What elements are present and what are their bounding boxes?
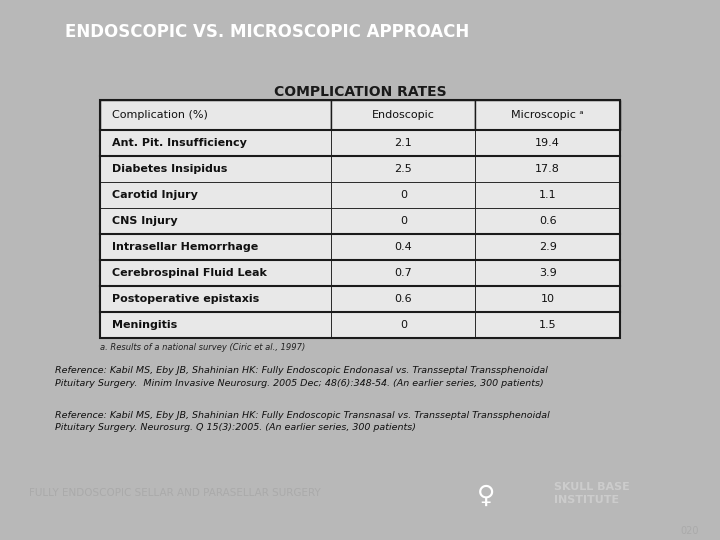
Text: CNS Injury: CNS Injury: [112, 216, 177, 226]
Bar: [331, 182, 475, 208]
Text: 1.1: 1.1: [539, 190, 557, 200]
Text: Cerebrospinal Fluid Leak: Cerebrospinal Fluid Leak: [112, 268, 266, 278]
Bar: [100, 182, 331, 208]
Bar: [100, 286, 331, 312]
Bar: [100, 130, 331, 156]
Text: 2.5: 2.5: [395, 164, 413, 174]
Text: Ant. Pit. Insufficiency: Ant. Pit. Insufficiency: [112, 138, 246, 148]
Text: 1.5: 1.5: [539, 320, 557, 330]
Text: Complication (%): Complication (%): [112, 110, 207, 120]
Bar: [100, 100, 620, 338]
Text: 020: 020: [680, 526, 698, 536]
Text: 0: 0: [400, 320, 407, 330]
Text: Reference: Kabil MS, Eby JB, Shahinian HK: Fully Endoscopic Endonasal vs. Transs: Reference: Kabil MS, Eby JB, Shahinian H…: [55, 366, 548, 388]
Text: 2.1: 2.1: [395, 138, 413, 148]
Bar: [475, 260, 620, 286]
Bar: [475, 100, 620, 130]
Bar: [475, 130, 620, 156]
Bar: [100, 208, 331, 234]
Text: Microscopic ᵃ: Microscopic ᵃ: [511, 110, 584, 120]
Text: Reference: Kabil MS, Eby JB, Shahinian HK: Fully Endoscopic Transnasal vs. Trans: Reference: Kabil MS, Eby JB, Shahinian H…: [55, 411, 550, 433]
Text: 0.6: 0.6: [539, 216, 557, 226]
Text: ♀: ♀: [477, 484, 495, 508]
Text: 19.4: 19.4: [535, 138, 560, 148]
Text: Intrasellar Hemorrhage: Intrasellar Hemorrhage: [112, 242, 258, 252]
Text: ENDOSCOPIC VS. MICROSCOPIC APPROACH: ENDOSCOPIC VS. MICROSCOPIC APPROACH: [65, 23, 469, 41]
Bar: [100, 260, 331, 286]
Bar: [331, 100, 475, 130]
Bar: [331, 234, 475, 260]
Text: a. Results of a national survey (Ciric et al., 1997): a. Results of a national survey (Ciric e…: [100, 343, 305, 352]
Text: 0: 0: [400, 216, 407, 226]
Bar: [100, 100, 331, 130]
Bar: [331, 312, 475, 338]
Bar: [475, 234, 620, 260]
Bar: [100, 312, 331, 338]
Text: Endoscopic: Endoscopic: [372, 110, 435, 120]
Text: Carotid Injury: Carotid Injury: [112, 190, 197, 200]
Text: 17.8: 17.8: [535, 164, 560, 174]
Bar: [100, 156, 331, 182]
Bar: [475, 286, 620, 312]
Text: SKULL BASE
INSTITUTE: SKULL BASE INSTITUTE: [554, 482, 630, 504]
Text: 0.6: 0.6: [395, 294, 413, 304]
Text: 0: 0: [400, 190, 407, 200]
Text: FULLY ENDOSCOPIC SELLAR AND PARASELLAR SURGERY: FULLY ENDOSCOPIC SELLAR AND PARASELLAR S…: [29, 488, 320, 498]
Bar: [331, 156, 475, 182]
Bar: [331, 286, 475, 312]
Bar: [100, 234, 331, 260]
Bar: [475, 182, 620, 208]
Text: 3.9: 3.9: [539, 268, 557, 278]
Text: 0.4: 0.4: [395, 242, 413, 252]
Bar: [331, 208, 475, 234]
Text: Postoperative epistaxis: Postoperative epistaxis: [112, 294, 258, 304]
Bar: [475, 156, 620, 182]
Bar: [475, 208, 620, 234]
Text: COMPLICATION RATES: COMPLICATION RATES: [274, 85, 446, 99]
Text: 0.7: 0.7: [395, 268, 413, 278]
Text: 2.9: 2.9: [539, 242, 557, 252]
Text: Diabetes Insipidus: Diabetes Insipidus: [112, 164, 227, 174]
Text: 10: 10: [541, 294, 554, 304]
Bar: [475, 312, 620, 338]
Text: Meningitis: Meningitis: [112, 320, 177, 330]
Bar: [331, 130, 475, 156]
Bar: [331, 260, 475, 286]
